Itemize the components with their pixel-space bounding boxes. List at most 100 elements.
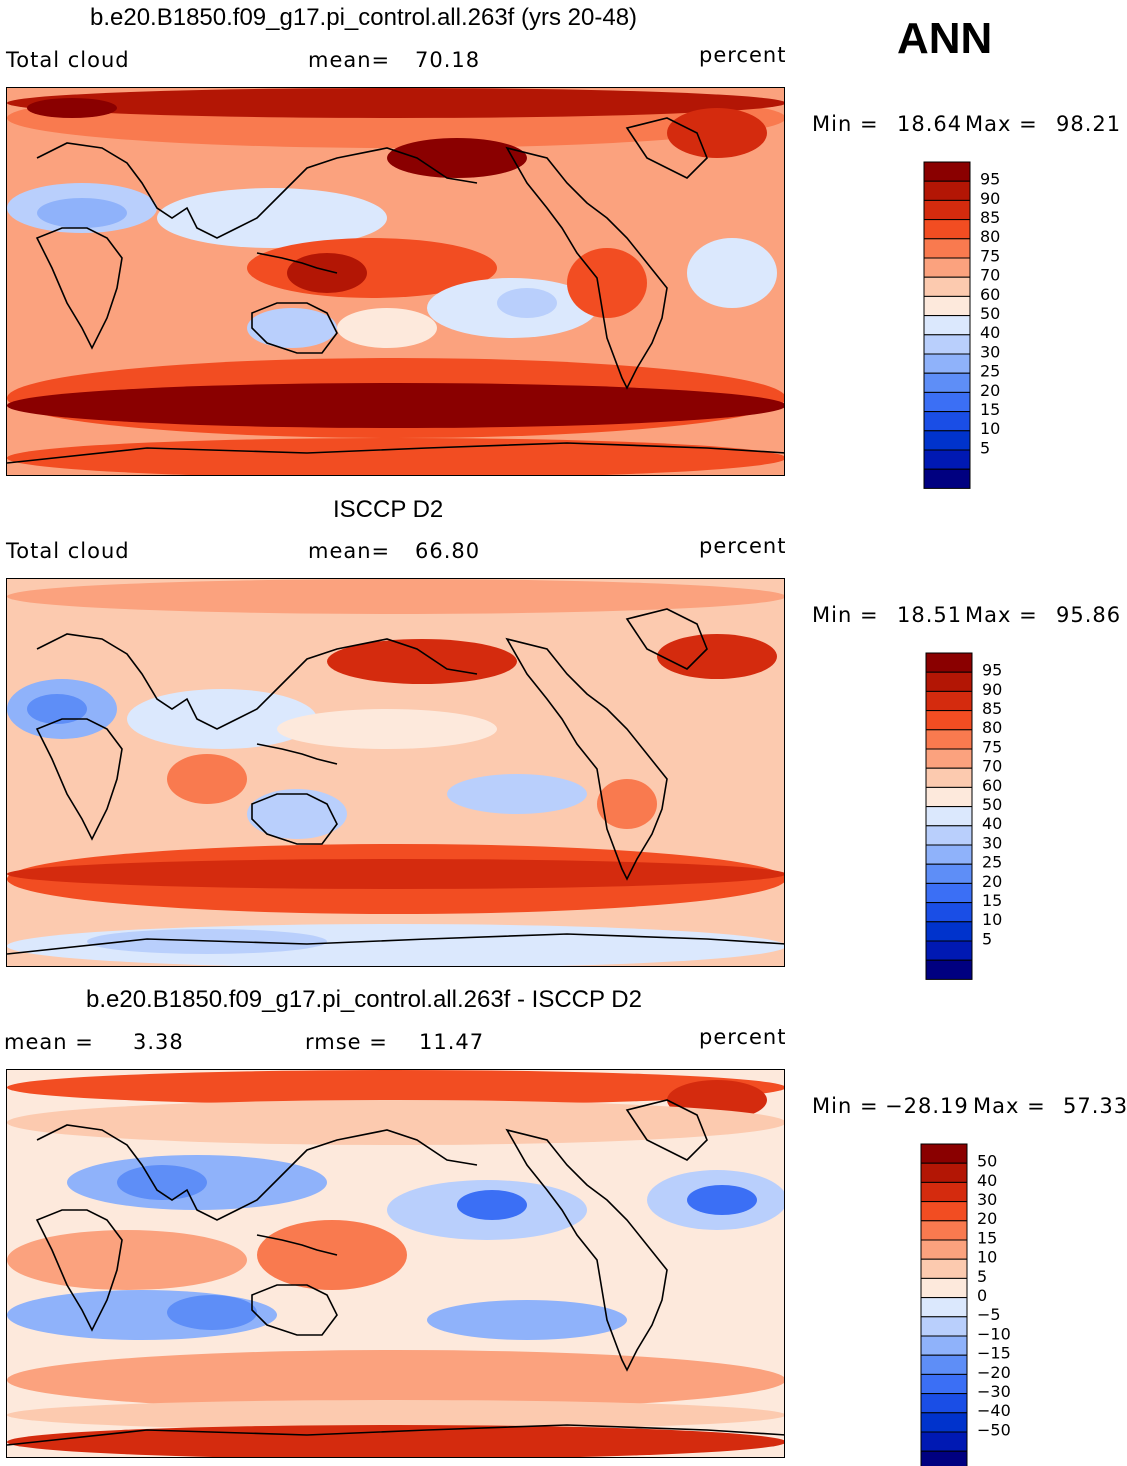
coastline bbox=[256, 252, 338, 274]
contour-region bbox=[657, 634, 777, 679]
panel2-units: percent bbox=[699, 534, 787, 558]
colorbar-box bbox=[923, 411, 971, 432]
contour-region bbox=[337, 308, 437, 348]
coastline bbox=[505, 1128, 668, 1372]
colorbar-box bbox=[925, 882, 973, 904]
colorbar-tick-label: 60 bbox=[980, 285, 1000, 304]
colorbar-box bbox=[920, 1393, 968, 1414]
colorbar-tick-label: 10 bbox=[980, 419, 1000, 438]
colorbar-tick-label: 10 bbox=[977, 1248, 997, 1267]
colorbar-tick-label: 60 bbox=[982, 776, 1002, 795]
colorbar-box bbox=[925, 806, 973, 827]
contour-region bbox=[387, 138, 527, 178]
contour-region bbox=[7, 1425, 784, 1457]
panel1-title: b.e20.B1850.f09_g17.pi_control.all.263f … bbox=[90, 4, 638, 31]
coastline bbox=[35, 227, 123, 350]
colorbar-box bbox=[925, 748, 973, 769]
colorbar-box bbox=[923, 238, 971, 259]
colorbar-box bbox=[923, 315, 971, 336]
panel1-min-label: Min = bbox=[812, 112, 879, 136]
colorbar-box bbox=[925, 863, 973, 884]
colorbar-box bbox=[925, 729, 973, 750]
colorbar-tick-label: 30 bbox=[977, 1190, 997, 1209]
panel1-map bbox=[6, 87, 785, 476]
contour-region bbox=[37, 198, 127, 228]
colorbar-box bbox=[920, 1258, 968, 1279]
panel1-colorbar: 95 90 85 80 75 70 60 50 40 30 25 20 15 10 5 bbox=[923, 161, 1034, 489]
colorbar-box bbox=[920, 1335, 968, 1356]
panel3-units: percent bbox=[699, 1025, 787, 1049]
panel2-mean-value: 66.80 bbox=[415, 539, 481, 563]
colorbar-tick-label: 50 bbox=[977, 1152, 997, 1171]
colorbar-tick-label: 85 bbox=[982, 699, 1002, 718]
colorbar-tick-label: −20 bbox=[977, 1363, 1011, 1382]
colorbar-tick-label: 0 bbox=[977, 1286, 987, 1305]
colorbar-tick-label: 25 bbox=[982, 853, 1002, 872]
colorbar-tick-label: 30 bbox=[982, 833, 1002, 852]
contour-region bbox=[127, 689, 317, 749]
colorbar-box bbox=[925, 652, 973, 673]
colorbar-tick-label: 75 bbox=[980, 246, 1000, 265]
contour-region bbox=[667, 108, 767, 158]
colorbar-box bbox=[920, 1239, 968, 1260]
colorbar-box bbox=[923, 276, 971, 297]
colorbar-tick-label: 40 bbox=[980, 323, 1000, 342]
panel3-max-value: 57.33 bbox=[1063, 1094, 1127, 1118]
colorbar-tick-label: 85 bbox=[980, 208, 1000, 227]
contour-region bbox=[167, 1295, 257, 1330]
contour-region bbox=[27, 98, 117, 118]
colorbar-box bbox=[925, 690, 973, 712]
contour-region bbox=[447, 774, 587, 814]
contour-region bbox=[27, 694, 87, 724]
contour-region bbox=[257, 1220, 407, 1290]
colorbar-tick-label: −15 bbox=[977, 1344, 1011, 1363]
colorbar-box bbox=[920, 1373, 968, 1395]
colorbar-box bbox=[925, 825, 973, 846]
colorbar-tick-label: 80 bbox=[980, 227, 1000, 246]
contour-region bbox=[567, 248, 647, 318]
colorbar-tick-label: −10 bbox=[977, 1324, 1011, 1343]
colorbar-tick-label: 75 bbox=[982, 737, 1002, 756]
contour-region bbox=[7, 1230, 247, 1290]
coastline bbox=[36, 142, 478, 239]
colorbar-box bbox=[923, 219, 971, 240]
colorbar-box bbox=[920, 1201, 968, 1222]
contour-region bbox=[287, 253, 367, 293]
colorbar-tick-label: 40 bbox=[982, 814, 1002, 833]
panel3-field bbox=[7, 1070, 784, 1457]
contour-region bbox=[7, 438, 784, 475]
colorbar-box bbox=[923, 449, 971, 470]
panel3-mean-value: 3.38 bbox=[133, 1030, 184, 1054]
colorbar-tick-label: 95 bbox=[982, 661, 1002, 680]
colorbar-box bbox=[920, 1450, 968, 1466]
colorbar-tick-label: 50 bbox=[980, 304, 1000, 323]
colorbar-box bbox=[923, 391, 971, 413]
colorbar-box bbox=[920, 1143, 968, 1164]
coastline bbox=[7, 442, 784, 464]
colorbar-box bbox=[920, 1412, 968, 1433]
season-label: ANN bbox=[897, 14, 993, 63]
colorbar-box bbox=[925, 710, 973, 731]
colorbar-box bbox=[923, 161, 971, 182]
colorbar-box bbox=[923, 430, 971, 451]
panel2-min-label: Min = bbox=[812, 603, 879, 627]
colorbar-box bbox=[925, 959, 973, 980]
coastline bbox=[7, 933, 784, 955]
colorbar-box bbox=[925, 767, 973, 788]
contour-region bbox=[457, 1190, 527, 1220]
colorbar-tick-label: 20 bbox=[980, 381, 1000, 400]
panel2-field bbox=[7, 579, 784, 966]
panel3-max-label: Max = bbox=[973, 1094, 1046, 1118]
colorbar-tick-label: 30 bbox=[980, 342, 1000, 361]
panel3-rmse-value: 11.47 bbox=[419, 1030, 485, 1054]
panel1-mean-label: mean= bbox=[308, 48, 391, 72]
panel3-min-label: Min = bbox=[812, 1094, 879, 1118]
colorbar-box bbox=[920, 1354, 968, 1375]
colorbar-tick-label: 25 bbox=[980, 362, 1000, 381]
coastline bbox=[505, 146, 668, 390]
colorbar-box bbox=[920, 1297, 968, 1318]
panel3-colorbar: 50 40 30 20 15 10 5 0 −5 −10 −15 −20 −30 −40 −50 bbox=[920, 1143, 1031, 1466]
panel3-min-value: −28.19 bbox=[885, 1094, 969, 1118]
colorbar-tick-label: 95 bbox=[980, 170, 1000, 189]
colorbar-tick-label: 50 bbox=[982, 795, 1002, 814]
